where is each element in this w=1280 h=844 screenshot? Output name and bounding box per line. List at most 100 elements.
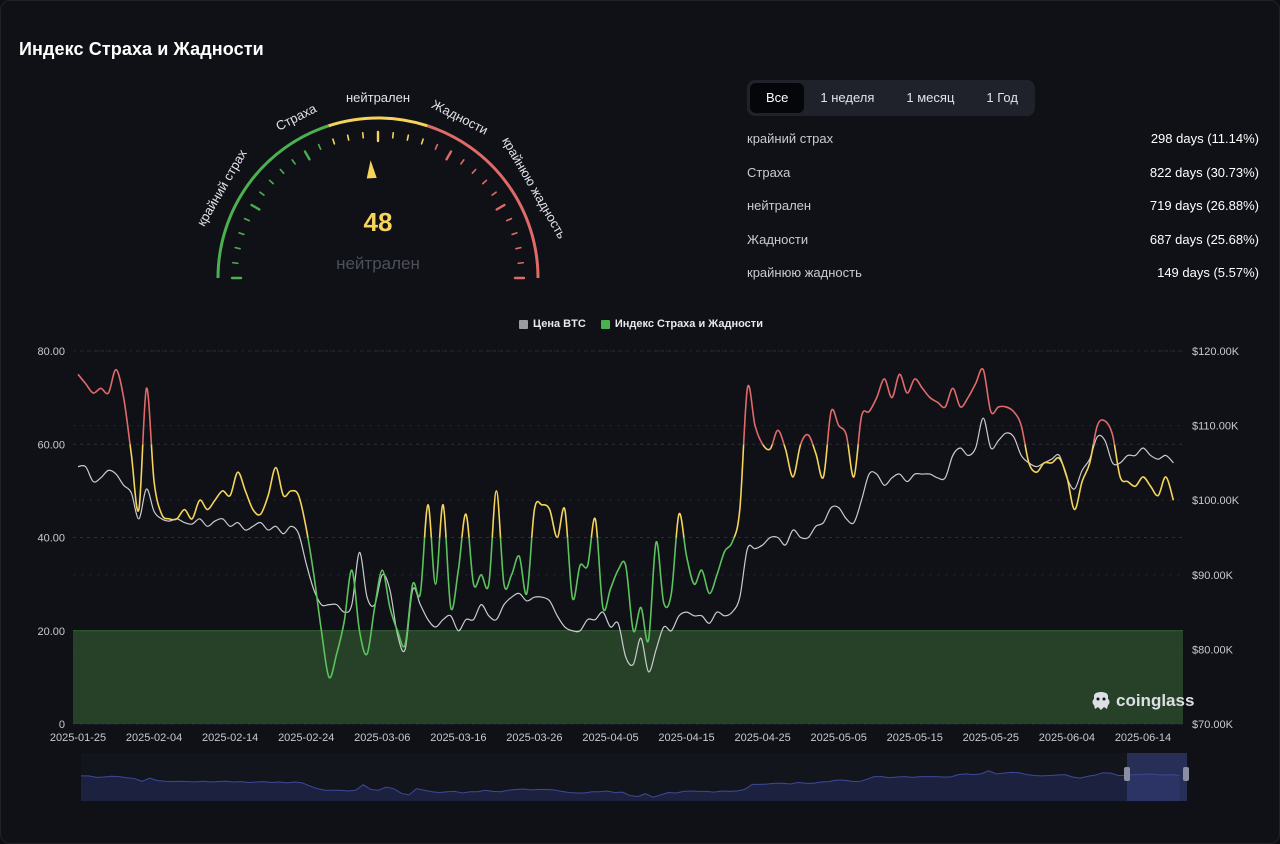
- x-tick: 2025-03-06: [354, 732, 410, 744]
- gauge-tick: [491, 191, 497, 196]
- y-right-tick: $80.00K: [1192, 644, 1234, 656]
- x-tick: 2025-05-05: [811, 732, 867, 744]
- gauge-tick: [420, 138, 424, 145]
- index-line-neutral: [129, 444, 1175, 538]
- page-title: Индекс Страха и Жадности: [19, 39, 264, 59]
- legend-item-btc[interactable]: Цена BTC: [519, 318, 586, 330]
- gauge-tick: [250, 203, 261, 211]
- gauge-tick: [231, 261, 239, 265]
- range-tabs: Все 1 неделя 1 месяц 1 Год: [747, 80, 1035, 116]
- stat-label: нейтрален: [747, 198, 812, 214]
- y-right-tick: $70.00K: [1192, 719, 1234, 731]
- index-line-fear: [307, 537, 736, 679]
- fear-greed-chart: 0 20.00 40.00 60.00 80.00 $70.00K $80.00K $90.…: [37, 346, 1240, 801]
- x-tick: 2025-05-25: [963, 732, 1019, 744]
- gauge-tick: [268, 179, 275, 185]
- y-left-tick: 80.00: [37, 346, 65, 358]
- gauge-arc-fear: [216, 124, 330, 279]
- y-right-tick: $90.00K: [1192, 570, 1234, 582]
- gauge-zone-label: нейтрален: [346, 90, 410, 105]
- x-tick: 2025-04-05: [582, 732, 638, 744]
- gauge-tick: [332, 138, 336, 145]
- x-tick: 2025-06-14: [1115, 732, 1171, 744]
- stat-row-greed: Жадности 687 days (25.68%): [747, 230, 1259, 264]
- chart-legend: Цена BTC Индекс Страха и Жадности: [1, 318, 1280, 332]
- stat-row-extreme-greed: крайнюю жадность 149 days (5.57%): [747, 263, 1259, 297]
- gauge-tick: [495, 203, 506, 211]
- coinglass-logo: coinglass: [1090, 690, 1194, 712]
- stat-label: крайний страх: [747, 131, 834, 146]
- tab-1-week[interactable]: 1 неделя: [820, 90, 875, 105]
- legend-swatch-index: [600, 319, 610, 329]
- gauge-tick: [391, 131, 395, 139]
- gauge-tick: [317, 143, 322, 150]
- gauge-tick: [481, 179, 488, 185]
- gauge-tick: [259, 191, 265, 196]
- gauge-tick: [346, 134, 350, 141]
- gauge-value-label: нейтрален: [336, 254, 420, 273]
- gauge-tick: [361, 131, 365, 139]
- stat-value: 149 days (5.57%): [1157, 265, 1259, 281]
- x-tick: 2025-05-15: [887, 732, 943, 744]
- x-tick: 2025-02-14: [202, 732, 258, 744]
- x-tick: 2025-04-25: [734, 732, 790, 744]
- navigator-handle[interactable]: [1124, 767, 1130, 781]
- x-tick: 2025-06-04: [1039, 732, 1095, 744]
- legend-item-index[interactable]: Индекс Страха и Жадности: [600, 318, 763, 330]
- stat-label: Жадности: [747, 231, 809, 247]
- gauge-tick: [506, 217, 513, 222]
- gauge-tick: [515, 246, 522, 250]
- stat-label: крайнюю жадность: [747, 265, 862, 281]
- stat-row-fear: Страха 822 days (30.73%): [747, 163, 1259, 197]
- legend-label-btc: Цена BTC: [533, 318, 586, 330]
- x-tick: 2025-04-15: [658, 732, 714, 744]
- btc-price-line: [77, 417, 1174, 673]
- gauge-tick: [460, 159, 465, 165]
- gauge-tick: [434, 143, 439, 150]
- stat-label: Страха: [747, 164, 791, 180]
- coinglass-logo-text: coinglass: [1116, 691, 1195, 710]
- gauge-tick: [243, 217, 250, 222]
- stat-row-neutral: нейтрален 719 days (26.88%): [747, 196, 1259, 230]
- tab-1-year[interactable]: 1 Год: [986, 90, 1018, 105]
- navigator-area: [81, 770, 1180, 801]
- navigator-line: [81, 770, 1180, 798]
- gauge-arc-neutral: [328, 116, 428, 128]
- index-line-greed: [77, 367, 1116, 445]
- gauge-tick: [511, 232, 518, 236]
- navigator-selection[interactable]: [1127, 753, 1187, 801]
- navigator-handle[interactable]: [1183, 767, 1189, 781]
- y-left-tick: 20.00: [37, 626, 65, 638]
- gauge-pointer-icon: [366, 160, 377, 179]
- y-left-tick: 0: [59, 719, 65, 731]
- extreme-fear-band: [73, 630, 1183, 724]
- stat-row-extreme-fear: крайний страх 298 days (11.14%): [747, 129, 1259, 163]
- tab-1-month[interactable]: 1 месяц: [906, 90, 955, 105]
- coinglass-logo-icon: [1092, 692, 1110, 710]
- gauge-zone-label: Жадности: [429, 97, 490, 138]
- gauge-tick: [238, 232, 245, 236]
- x-tick: 2025-03-16: [430, 732, 486, 744]
- gauge-tick: [517, 261, 525, 265]
- range-navigator[interactable]: [81, 753, 1189, 801]
- x-tick: 2025-02-24: [278, 732, 334, 744]
- gauge-value: 48: [364, 207, 393, 237]
- legend-swatch-btc: [519, 319, 529, 329]
- stat-value: 298 days (11.14%): [1150, 131, 1259, 146]
- y-right-tick: $120.00K: [1192, 346, 1240, 358]
- gauge-tick: [303, 150, 311, 161]
- y-left-tick: 60.00: [37, 439, 65, 451]
- gauge-tick: [291, 159, 296, 165]
- gauge-tick: [471, 168, 477, 175]
- x-tick: 2025-03-26: [506, 732, 562, 744]
- legend-label-index: Индекс Страха и Жадности: [614, 318, 763, 330]
- stat-value: 822 days (30.73%): [1149, 164, 1259, 180]
- gauge-arc-greed: [426, 124, 540, 279]
- tab-all[interactable]: Все: [750, 83, 805, 113]
- gauge-tick: [445, 150, 453, 161]
- gauge-zone-label: Страха: [273, 100, 319, 133]
- y-right-tick: $110.00K: [1192, 421, 1239, 433]
- stat-value: 687 days (25.68%): [1149, 231, 1259, 247]
